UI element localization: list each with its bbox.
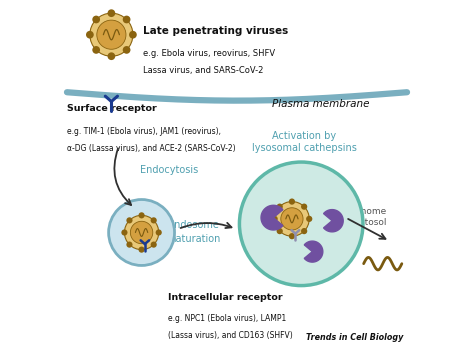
Circle shape <box>127 242 133 248</box>
Circle shape <box>108 52 115 60</box>
Text: H⁺: H⁺ <box>306 187 319 197</box>
Circle shape <box>277 204 283 210</box>
Circle shape <box>123 16 130 23</box>
Circle shape <box>306 216 312 222</box>
Text: e.g. TIM-1 (Ebola virus), JAM1 (reovirus),: e.g. TIM-1 (Ebola virus), JAM1 (reovirus… <box>67 127 221 136</box>
Circle shape <box>90 13 133 56</box>
Text: Plasma membrane: Plasma membrane <box>272 99 369 109</box>
Text: e.g. NPC1 (Ebola virus), LAMP1: e.g. NPC1 (Ebola virus), LAMP1 <box>168 314 286 323</box>
Circle shape <box>121 229 128 236</box>
Text: Endosome
maturation: Endosome maturation <box>166 220 221 244</box>
Circle shape <box>130 221 153 244</box>
Text: H⁺: H⁺ <box>290 263 302 273</box>
Circle shape <box>138 247 145 253</box>
Circle shape <box>109 200 174 265</box>
Circle shape <box>123 46 130 54</box>
Polygon shape <box>324 210 343 232</box>
Circle shape <box>289 233 295 239</box>
Text: α-DG (Lassa virus), and ACE-2 (SARS-CoV-2): α-DG (Lassa virus), and ACE-2 (SARS-CoV-… <box>67 144 236 153</box>
Circle shape <box>92 46 100 54</box>
Circle shape <box>155 229 162 236</box>
Circle shape <box>108 9 115 17</box>
Text: H⁺: H⁺ <box>301 257 314 267</box>
Text: (Lassa virus), and CD163 (SHFV): (Lassa virus), and CD163 (SHFV) <box>168 331 292 340</box>
Circle shape <box>151 217 157 223</box>
Circle shape <box>274 202 309 236</box>
Circle shape <box>125 215 159 249</box>
Circle shape <box>281 208 303 230</box>
Text: Late penetrating viruses: Late penetrating viruses <box>143 26 289 36</box>
Circle shape <box>301 228 307 234</box>
Text: Activation by
lysosomal cathepsins: Activation by lysosomal cathepsins <box>252 131 357 153</box>
Text: Endocytosis: Endocytosis <box>140 165 198 175</box>
Text: Lassa virus, and SARS-CoV-2: Lassa virus, and SARS-CoV-2 <box>143 66 264 75</box>
Circle shape <box>138 212 145 218</box>
Polygon shape <box>261 205 283 230</box>
Circle shape <box>151 242 157 248</box>
Circle shape <box>289 198 295 205</box>
Polygon shape <box>304 241 323 262</box>
Text: Trends in Cell Biology: Trends in Cell Biology <box>306 333 403 342</box>
Circle shape <box>239 162 363 286</box>
Circle shape <box>277 228 283 234</box>
Text: H⁺: H⁺ <box>333 231 346 241</box>
Text: H⁺: H⁺ <box>269 245 282 255</box>
Circle shape <box>97 20 126 49</box>
Circle shape <box>86 31 94 39</box>
Text: Intracellular receptor: Intracellular receptor <box>168 293 282 302</box>
Circle shape <box>272 216 278 222</box>
Circle shape <box>301 204 307 210</box>
Text: e.g. Ebola virus, reovirus, SHFV: e.g. Ebola virus, reovirus, SHFV <box>143 49 275 58</box>
Circle shape <box>127 217 133 223</box>
Text: Viral genome
release in cytosol: Viral genome release in cytosol <box>307 207 386 227</box>
Text: Surface receptor: Surface receptor <box>67 104 157 113</box>
Circle shape <box>92 16 100 23</box>
Circle shape <box>129 31 137 39</box>
